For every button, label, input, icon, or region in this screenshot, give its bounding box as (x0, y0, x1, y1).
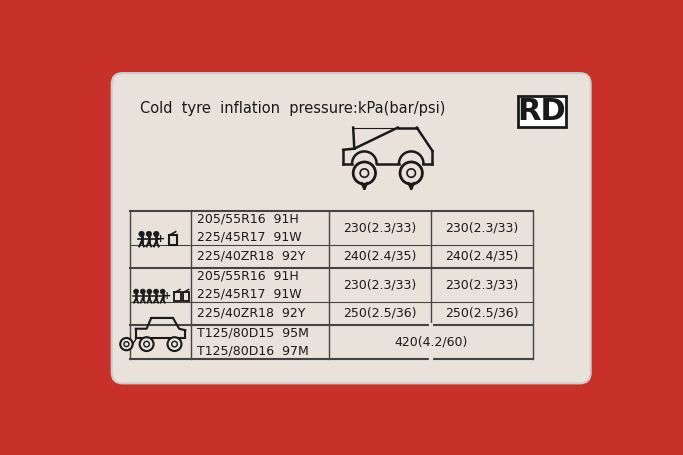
Text: RD: RD (518, 97, 566, 126)
Circle shape (161, 289, 165, 294)
Text: 230(2.3/33): 230(2.3/33) (445, 278, 519, 291)
Circle shape (154, 231, 159, 237)
Circle shape (146, 231, 152, 237)
Bar (173, 292, 182, 301)
Text: 250(2.5/36): 250(2.5/36) (343, 307, 417, 320)
Circle shape (124, 342, 129, 347)
Text: 250(2.5/36): 250(2.5/36) (445, 307, 519, 320)
Text: T125/80D15  95M
T125/80D16  97M: T125/80D15 95M T125/80D16 97M (197, 326, 309, 357)
Bar (183, 292, 189, 301)
Text: +: + (156, 234, 165, 244)
Text: 205/55R16  91H
225/45R17  91W: 205/55R16 91H 225/45R17 91W (197, 269, 302, 300)
Text: 240(2.4/35): 240(2.4/35) (445, 250, 519, 263)
Circle shape (139, 337, 154, 351)
Text: 205/55R16  91H
225/45R17  91W: 205/55R16 91H 225/45R17 91W (197, 212, 302, 243)
Text: +: + (163, 291, 171, 301)
Text: 420(4.2/60): 420(4.2/60) (394, 335, 468, 349)
Text: 240(2.4/35): 240(2.4/35) (343, 250, 417, 263)
Circle shape (353, 162, 376, 184)
Circle shape (139, 231, 144, 237)
Text: Cold  tyre  inflation  pressure:kPa(bar/psi): Cold tyre inflation pressure:kPa(bar/psi… (139, 101, 445, 116)
Text: 225/40ZR18  92Y: 225/40ZR18 92Y (197, 307, 305, 320)
Circle shape (134, 289, 139, 294)
Text: 230(2.3/33): 230(2.3/33) (344, 221, 417, 234)
Circle shape (167, 337, 182, 351)
Circle shape (154, 289, 158, 294)
Text: 230(2.3/33): 230(2.3/33) (344, 278, 417, 291)
Circle shape (171, 341, 178, 347)
Circle shape (140, 289, 145, 294)
Circle shape (120, 338, 133, 350)
Circle shape (144, 341, 150, 347)
FancyBboxPatch shape (112, 73, 591, 384)
Text: 230(2.3/33): 230(2.3/33) (445, 221, 519, 234)
Circle shape (360, 169, 369, 177)
Circle shape (147, 289, 152, 294)
Text: 225/40ZR18  92Y: 225/40ZR18 92Y (197, 250, 305, 263)
Circle shape (407, 169, 415, 177)
Circle shape (400, 162, 422, 184)
Bar (169, 235, 177, 245)
Bar (518, 96, 566, 127)
